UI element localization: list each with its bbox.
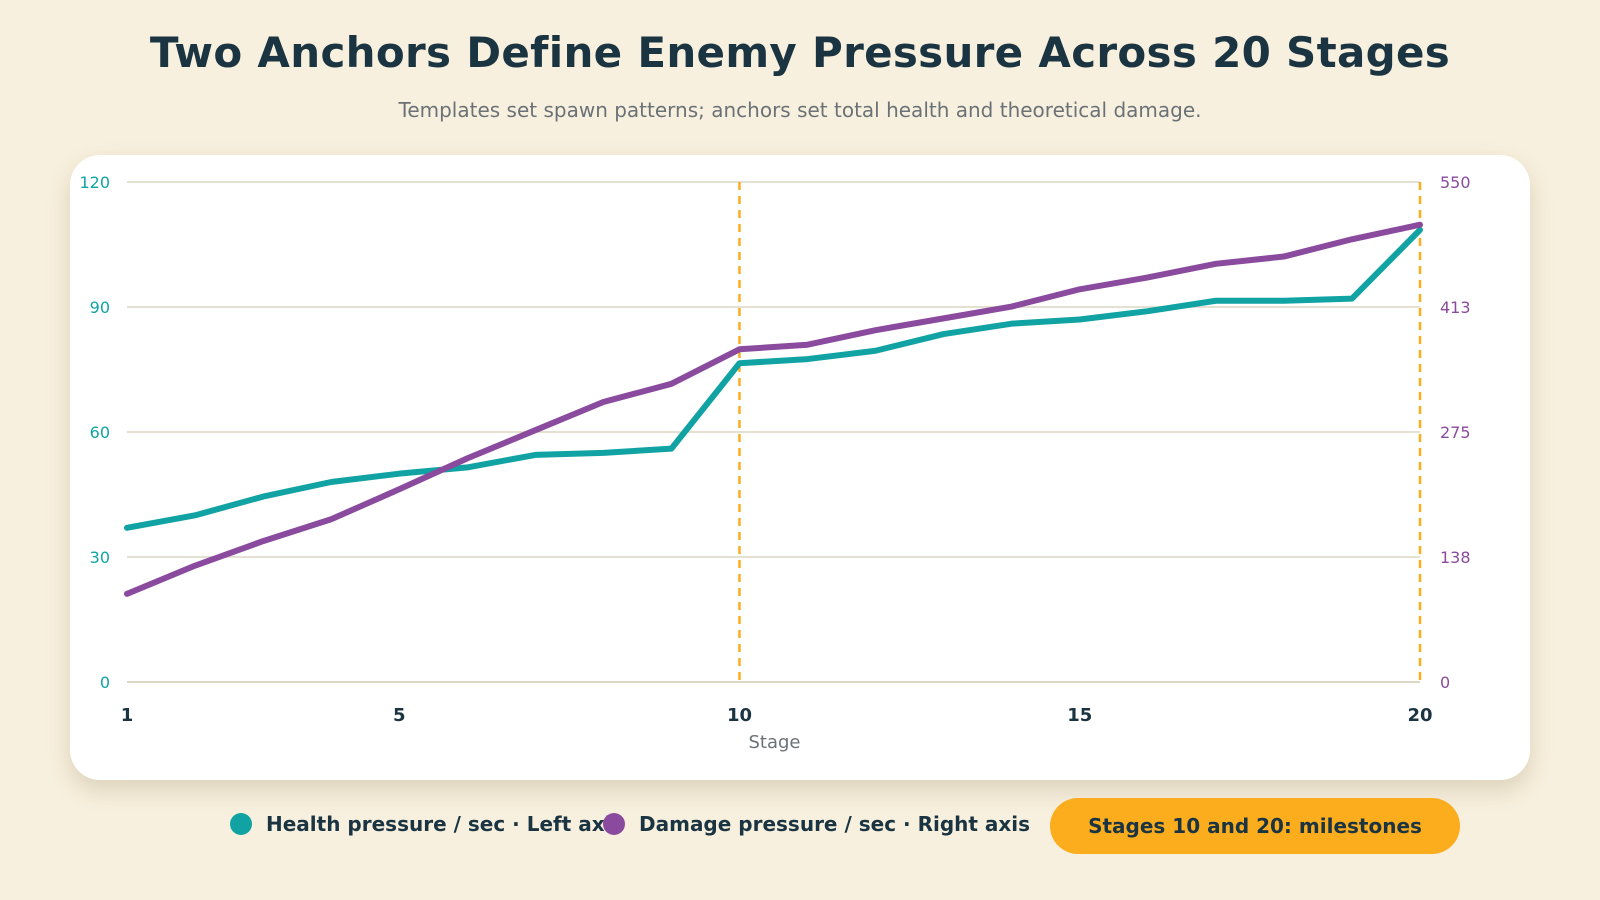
legend-damage-label: Damage pressure / sec · Right axis <box>639 812 1031 836</box>
y-left-tick-label: 60 <box>90 423 110 442</box>
y-right-tick-label: 275 <box>1440 423 1471 442</box>
page-title: Two Anchors Define Enemy Pressure Across… <box>149 28 1451 77</box>
legend-item-damage: Damage pressure / sec · Right axis <box>603 812 1030 836</box>
chart-legend: Health pressure / sec · Left axis Damage… <box>0 798 1600 854</box>
page-subtitle: Templates set spawn patterns; anchors se… <box>398 98 1202 122</box>
y-left-tick-label: 0 <box>100 673 110 692</box>
y-right-tick-label: 138 <box>1440 548 1471 567</box>
y-right-tick-label: 0 <box>1440 673 1450 692</box>
x-tick-label: 15 <box>1067 705 1092 726</box>
x-tick-label: 5 <box>393 705 406 726</box>
legend-health-label: Health pressure / sec · Left axis <box>266 812 624 836</box>
x-tick-label: 10 <box>727 705 752 726</box>
health-dot-icon <box>230 813 252 835</box>
damage-series-line <box>124 221 1423 597</box>
milestone-badge: Stages 10 and 20: milestones <box>1050 798 1460 854</box>
legend-item-health: Health pressure / sec · Left axis <box>230 812 623 836</box>
x-tick-label: 20 <box>1407 705 1432 726</box>
y-right-tick-label: 413 <box>1440 298 1471 317</box>
health-series-line <box>124 226 1423 531</box>
x-tick-label: 1 <box>121 705 134 726</box>
damage-dot-icon <box>603 813 625 835</box>
y-left-tick-label: 90 <box>90 298 110 317</box>
chart-card: 0 0 30 138 60 275 90 413 120 550 1 5 10 15 20 Stage <box>70 155 1530 780</box>
y-right-tick-label: 550 <box>1440 173 1471 192</box>
y-left-tick-label: 30 <box>90 548 110 567</box>
x-axis-label: Stage <box>748 732 800 753</box>
y-left-tick-label: 120 <box>79 173 110 192</box>
